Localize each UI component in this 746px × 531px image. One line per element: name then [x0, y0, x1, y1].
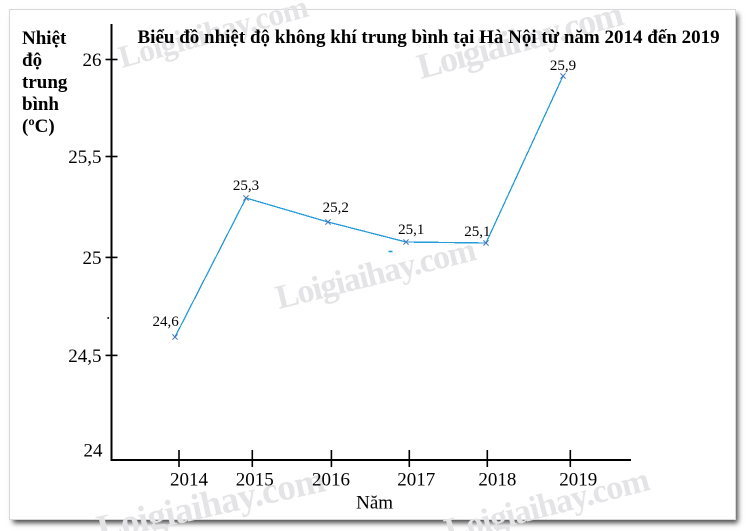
svg-text:Loigiaihay.com: Loigiaihay.com	[441, 461, 654, 531]
svg-text:độ: độ	[22, 50, 42, 71]
svg-text:25,2: 25,2	[323, 200, 349, 216]
svg-text:Nhiệt: Nhiệt	[22, 28, 67, 49]
svg-text:Loigiaihay.com: Loigiaihay.com	[272, 231, 480, 316]
svg-text:25,1: 25,1	[464, 224, 490, 240]
svg-text:2017: 2017	[397, 470, 435, 491]
svg-text:bình: bình	[22, 94, 59, 115]
svg-text:24: 24	[84, 441, 104, 462]
svg-text:24,6: 24,6	[152, 314, 179, 330]
svg-text:2016: 2016	[312, 470, 350, 491]
svg-text:2014: 2014	[170, 470, 209, 491]
svg-text:trung: trung	[22, 72, 68, 93]
svg-text:2015: 2015	[236, 470, 274, 491]
svg-text:25: 25	[83, 248, 102, 269]
svg-text:26: 26	[83, 50, 102, 71]
svg-text:Loigiaihay.com: Loigiaihay.com	[93, 459, 329, 531]
svg-text:25,5: 25,5	[68, 147, 101, 168]
svg-text:2018: 2018	[478, 470, 516, 491]
svg-text:Năm: Năm	[356, 493, 393, 514]
svg-text:Biểu đồ nhiệt độ không khí tru: Biểu đồ nhiệt độ không khí trung bình tạ…	[138, 27, 720, 48]
svg-text:24,5: 24,5	[68, 346, 101, 367]
svg-text:25,9: 25,9	[550, 58, 576, 74]
svg-text:25,1: 25,1	[398, 222, 424, 238]
svg-text:25,3: 25,3	[233, 178, 259, 194]
svg-text:(ºC): (ºC)	[22, 116, 55, 137]
svg-text:2019: 2019	[559, 470, 597, 491]
